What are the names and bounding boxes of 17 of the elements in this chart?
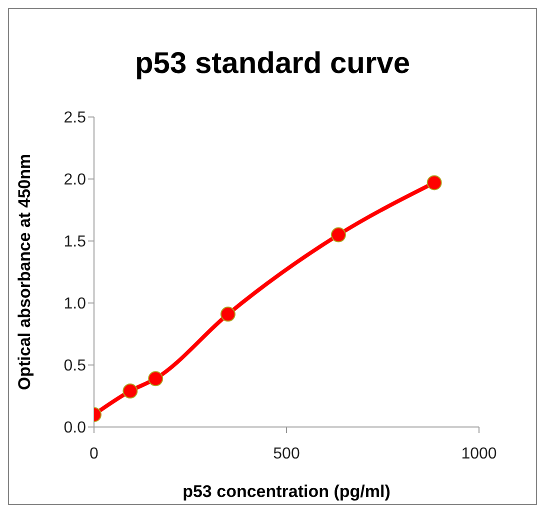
point xyxy=(220,306,236,322)
y-tick-label: 1.5 xyxy=(64,234,86,251)
y-tick-label: 0.5 xyxy=(64,358,86,375)
point xyxy=(148,371,164,386)
x-tick-label: 0 xyxy=(90,445,99,462)
y-axis-title: Optical absorbance at 450nm xyxy=(15,154,34,390)
x-tick-label: 1000 xyxy=(461,445,497,462)
y-tick-label: 0.0 xyxy=(64,420,86,437)
point xyxy=(122,384,138,399)
x-axis-title: p53 concentration (pg/ml) xyxy=(182,482,390,501)
chart-title: p53 standard curve xyxy=(134,47,412,82)
y-tick-label: 2.5 xyxy=(64,110,86,127)
point xyxy=(330,227,346,242)
y-tick-label: 2.0 xyxy=(64,172,86,189)
x-tick-label: 500 xyxy=(273,445,300,462)
point xyxy=(426,175,442,190)
y-tick-label: 1.0 xyxy=(64,296,86,313)
